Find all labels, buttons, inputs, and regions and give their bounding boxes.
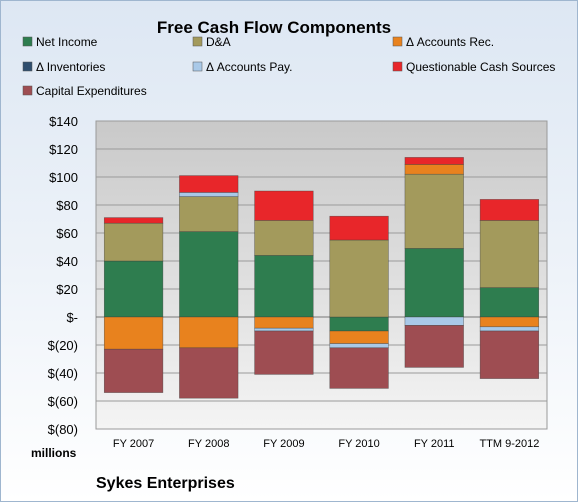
bar-segment-net-income [329, 316, 389, 332]
bar-segment-accounts-rec [404, 164, 464, 175]
bar-segment-net-income [479, 287, 540, 318]
legend-label-net-income: Net Income [36, 35, 98, 49]
bar-segment-net-income [254, 255, 314, 318]
bar-segment-accounts-rec [179, 316, 239, 349]
bar-segment-capital-expenditures [254, 330, 314, 375]
legend-swatch-net-income [22, 36, 33, 47]
legend-label-accounts-pay: Δ Accounts Pay. [206, 60, 293, 74]
bar-segment-accounts-pay [329, 343, 389, 349]
legend-label-accounts-rec: Δ Accounts Rec. [406, 35, 494, 49]
bar-segment-questionable-cash-sources [329, 215, 389, 241]
x-tick-label: FY 2008 [188, 438, 229, 450]
legend-swatch-d-a [192, 36, 203, 47]
bar-segment-questionable-cash-sources [404, 157, 464, 165]
x-tick-label: FY 2009 [263, 438, 304, 450]
legend-swatch-questionable-cash-sources [392, 61, 403, 72]
footer-company: Sykes Enterprises [96, 475, 235, 492]
y-tick-label: $120 [49, 142, 78, 157]
bar-segment-accounts-pay [254, 327, 314, 332]
bar-segment-accounts-pay [179, 192, 239, 197]
y-tick-label: $(20) [48, 338, 78, 353]
units-label: millions [31, 446, 77, 460]
bar-segment-capital-expenditures [103, 348, 164, 393]
bar-segment-d-a [103, 222, 164, 262]
bar-segment-accounts-rec [103, 316, 164, 350]
bar-segment-accounts-rec [329, 330, 389, 344]
x-axis: FY 2007 FY 2008 FY 2009 FY 2010 FY 2011 TTM 9… [113, 438, 539, 450]
x-tick-label: FY 2010 [338, 438, 379, 450]
bar-segment-accounts-rec [254, 316, 314, 329]
bar-segment-capital-expenditures [479, 330, 540, 379]
gridlines [96, 120, 547, 430]
bar-segment-d-a [254, 220, 314, 256]
legend: Net Income D&A Δ Accounts Rec. Δ Inventorie… [22, 35, 555, 98]
legend-label-d-a: D&A [206, 35, 231, 49]
x-tick-label: FY 2007 [113, 438, 154, 450]
y-tick-label: $- [66, 310, 78, 325]
legend-swatch-accounts-rec [392, 36, 403, 47]
y-axis: $(80) $(60) $(40) $(20) $- $20 $40 $60 $80 $100 $1… [48, 114, 78, 437]
bar-segment-accounts-rec [479, 316, 540, 328]
bar-segment-accounts-pay [479, 326, 540, 332]
bar-segment-questionable-cash-sources [479, 199, 540, 221]
y-tick-label: $(40) [48, 366, 78, 381]
legend-swatch-capital-expenditures [22, 85, 33, 96]
bar-segment-questionable-cash-sources [103, 217, 164, 224]
bar-segment-net-income [404, 248, 464, 318]
bar-segment-capital-expenditures [329, 347, 389, 389]
legend-swatch-inventories [22, 61, 33, 72]
legend-label-inventories: Δ Inventories [36, 60, 105, 74]
y-tick-label: $140 [49, 114, 78, 129]
y-tick-label: $(60) [48, 394, 78, 409]
bar-segment-d-a [479, 220, 540, 288]
bar-segment-capital-expenditures [179, 347, 239, 399]
bar-segment-questionable-cash-sources [254, 190, 314, 221]
x-tick-label: TTM 9-2012 [479, 438, 539, 450]
plot-area [95, 120, 548, 430]
y-tick-label: $(80) [48, 422, 78, 437]
bar-segment-net-income [179, 231, 239, 318]
bar-segment-capital-expenditures [404, 325, 464, 368]
legend-label-questionable-cash-sources: Questionable Cash Sources [406, 60, 555, 74]
bar-segment-questionable-cash-sources [179, 175, 239, 193]
bars [103, 157, 540, 399]
legend-swatch-accounts-pay [192, 61, 203, 72]
legend-label-capital-expenditures: Capital Expenditures [36, 84, 147, 98]
bar-segment-net-income [103, 260, 164, 318]
bar-segment-d-a [179, 196, 239, 232]
bar-segment-accounts-pay [404, 316, 464, 326]
x-tick-label: FY 2011 [414, 438, 455, 450]
chart-title: Free Cash Flow Components [157, 18, 391, 37]
y-tick-label: $100 [49, 170, 78, 185]
bar-segment-d-a [329, 239, 389, 318]
y-tick-label: $60 [56, 226, 78, 241]
y-tick-label: $40 [56, 254, 78, 269]
y-tick-label: $80 [56, 198, 78, 213]
bar-segment-d-a [404, 173, 464, 249]
y-tick-label: $20 [56, 282, 78, 297]
